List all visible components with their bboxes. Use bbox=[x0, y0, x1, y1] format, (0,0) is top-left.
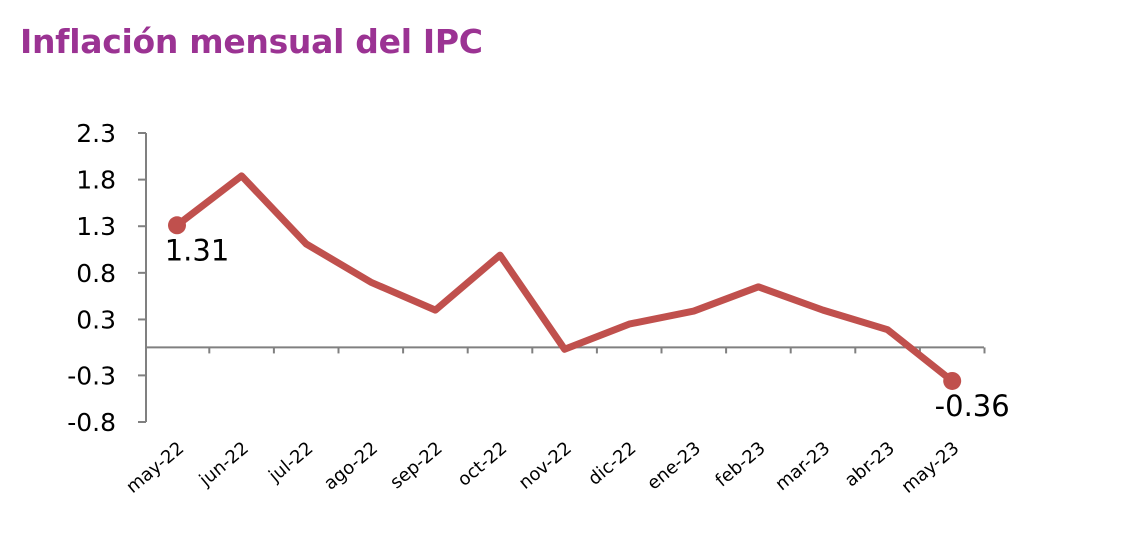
x-tick-label: jun-22 bbox=[195, 438, 253, 492]
x-tick-label: sep-22 bbox=[386, 438, 446, 493]
series-line-group bbox=[173, 172, 956, 385]
x-tick-label: mar-23 bbox=[772, 438, 835, 495]
x-tick-label: oct-22 bbox=[454, 438, 511, 491]
y-axis: 2.3 1.8 1.3 0.8 0.3 -0.3 -0.8 bbox=[67, 119, 147, 437]
chart-title: Inflación mensual del IPC bbox=[20, 22, 483, 61]
y-tick-label: -0.8 bbox=[67, 408, 116, 437]
data-label: 1.31 bbox=[165, 233, 230, 267]
x-tick-label: abr-23 bbox=[841, 438, 899, 491]
data-point-marker bbox=[943, 371, 962, 390]
y-tick-label: 2.3 bbox=[76, 119, 116, 148]
x-tick-label: feb-23 bbox=[711, 438, 769, 492]
x-tick-label: ene-23 bbox=[643, 438, 705, 495]
x-tick-label: jul-22 bbox=[264, 438, 317, 487]
x-tick-label: may-23 bbox=[898, 438, 964, 498]
x-tick-label: may-22 bbox=[122, 438, 188, 498]
data-labels: 1.31 -0.36 bbox=[165, 216, 1010, 423]
y-tick-label: 1.3 bbox=[76, 212, 116, 241]
y-tick-label: 0.8 bbox=[76, 259, 116, 288]
y-tick-label: 0.3 bbox=[76, 305, 116, 334]
x-tick-label: ago-22 bbox=[320, 438, 382, 495]
data-label: -0.36 bbox=[935, 389, 1010, 423]
y-tick-label: -0.3 bbox=[67, 361, 116, 390]
series-line bbox=[173, 172, 956, 385]
y-tick-label: 1.8 bbox=[76, 166, 116, 195]
x-tick-label: nov-22 bbox=[515, 438, 576, 494]
x-axis: may-22 jun-22 jul-22 ago-22 sep-22 oct-22 nov-… bbox=[122, 346, 986, 498]
x-tick-label: dic-22 bbox=[584, 438, 640, 490]
data-point-marker bbox=[168, 216, 186, 235]
